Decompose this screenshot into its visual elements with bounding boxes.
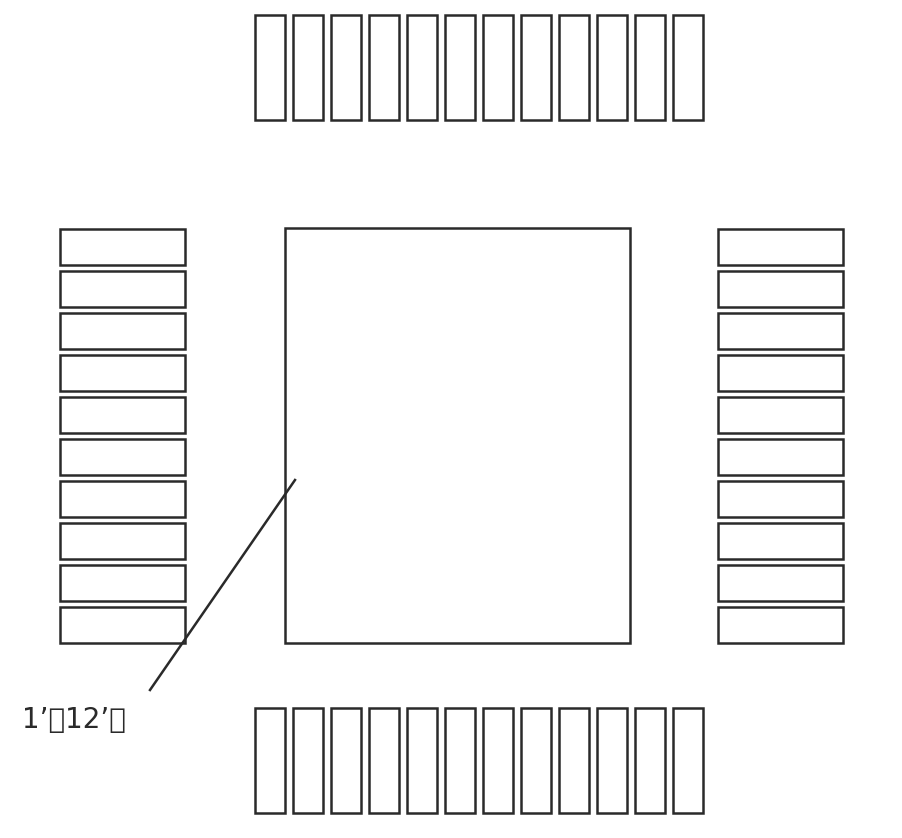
Bar [672,708,703,813]
Bar [717,481,842,517]
Bar [717,523,842,559]
Bar [60,313,185,349]
Bar [717,229,842,265]
Bar [717,439,842,475]
Bar [634,15,664,120]
Bar [292,708,323,813]
Bar [520,708,550,813]
Bar [717,565,842,601]
Bar [60,397,185,433]
Text: 1’（12’）: 1’（12’） [22,706,125,734]
Bar [445,15,474,120]
Bar [717,313,842,349]
Bar [634,708,664,813]
Bar [254,708,285,813]
Bar [60,229,185,265]
Bar [60,565,185,601]
Bar [331,708,361,813]
Bar [369,15,399,120]
Bar [558,708,588,813]
Bar [60,607,185,643]
Bar [60,523,185,559]
Bar [717,271,842,307]
Bar [520,15,550,120]
Bar [717,607,842,643]
Bar [596,708,626,813]
Bar [407,708,437,813]
Bar [483,15,512,120]
Bar [558,15,588,120]
Bar [60,439,185,475]
Bar [717,355,842,391]
Bar [60,355,185,391]
Bar [596,15,626,120]
Bar [60,271,185,307]
Bar [285,228,630,643]
Bar [292,15,323,120]
Bar [331,15,361,120]
Bar [369,708,399,813]
Bar [483,708,512,813]
Bar [254,15,285,120]
Bar [672,15,703,120]
Bar [717,397,842,433]
Bar [407,15,437,120]
Bar [445,708,474,813]
Bar [60,481,185,517]
